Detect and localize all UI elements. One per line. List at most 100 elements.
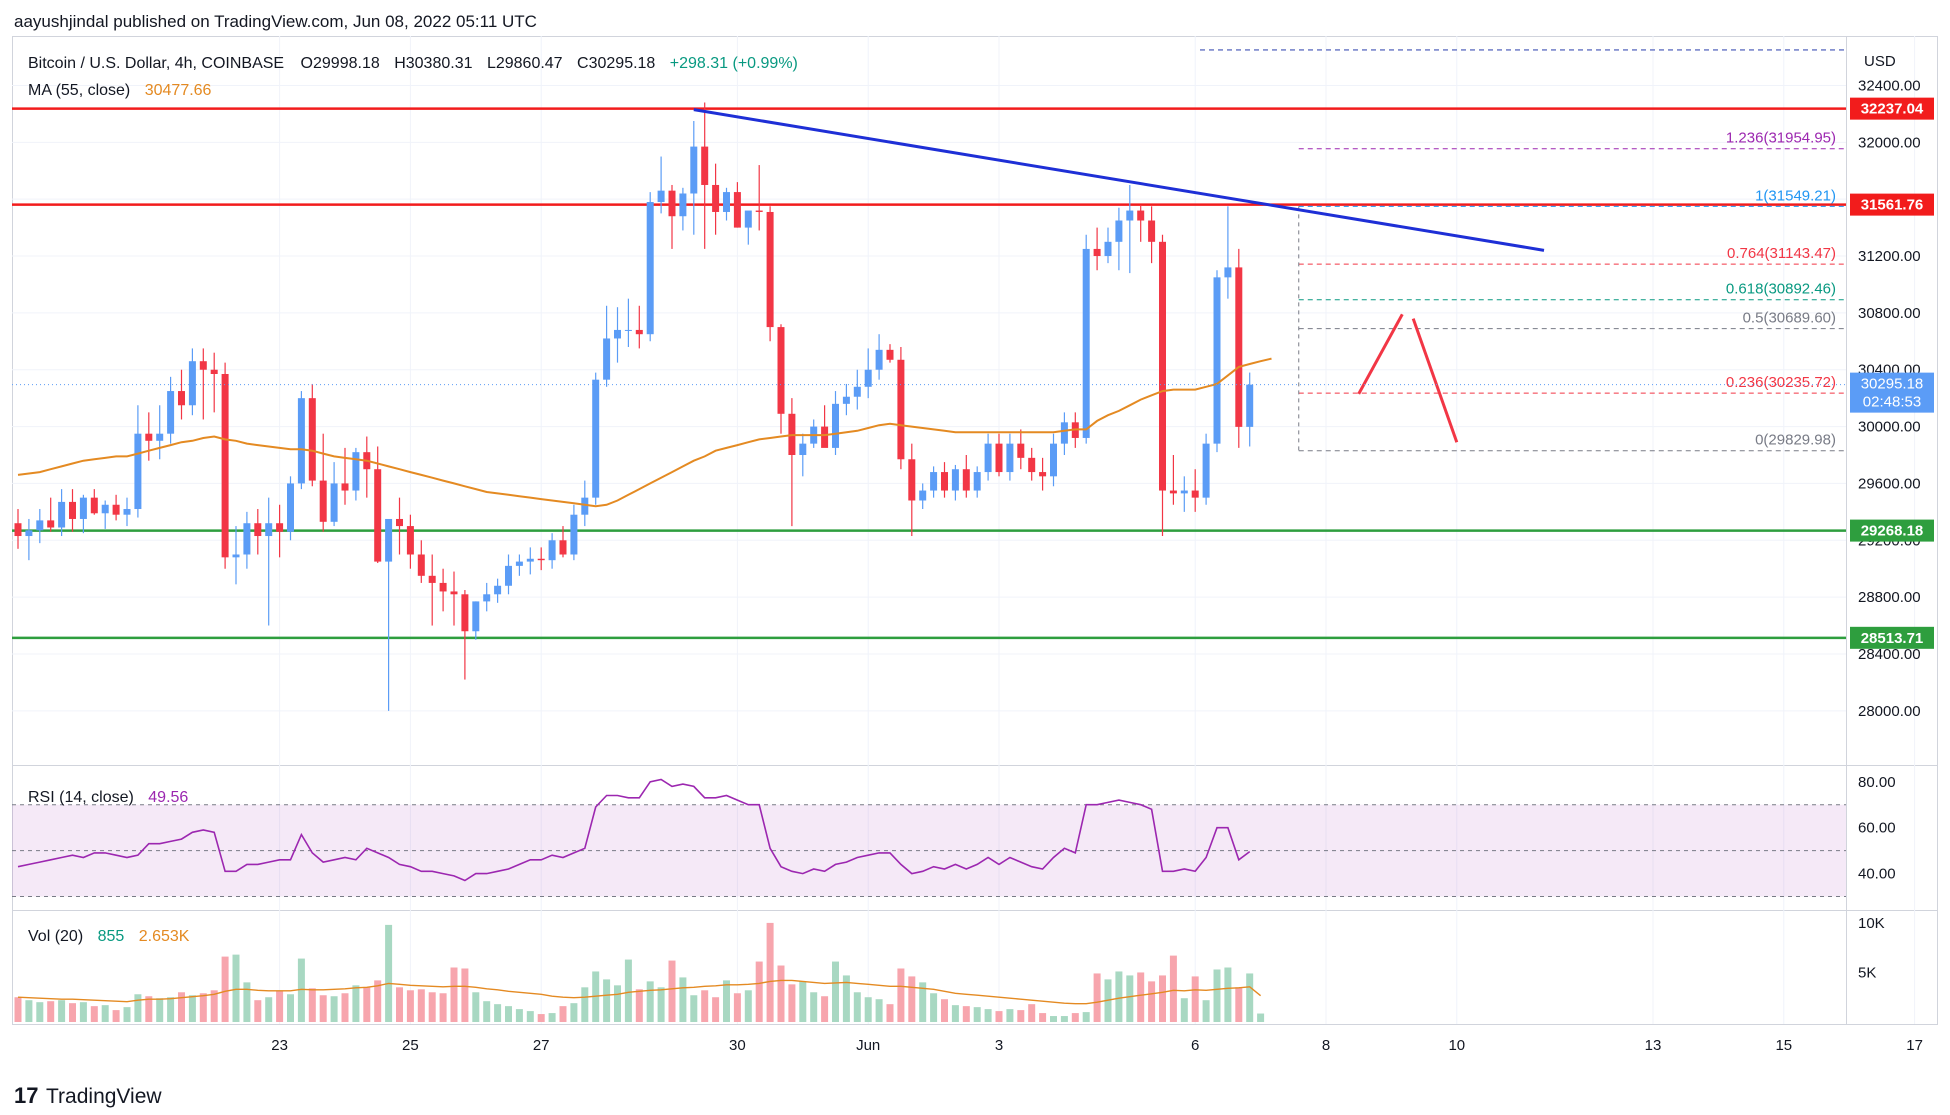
time-tick-label: 23 — [271, 1037, 288, 1054]
time-axis[interactable]: 23 25 27 30 Jun 3 6 8 10 13 15 17 — [271, 1037, 1923, 1054]
candle-body — [1082, 248, 1090, 438]
volume-bar — [210, 990, 218, 1022]
candle-body — [123, 509, 131, 515]
candle — [657, 156, 665, 214]
volume-bar — [1213, 969, 1221, 1022]
volume-bar — [178, 992, 185, 1022]
candle-body — [624, 329, 632, 331]
volume-bar — [396, 987, 403, 1022]
candle-body — [766, 211, 774, 328]
volume-bar — [1093, 973, 1101, 1022]
candle-body — [1060, 422, 1068, 444]
volume-bar — [853, 992, 861, 1022]
resistance-price-text: 32237.04 — [1861, 101, 1924, 118]
volume-bar — [799, 981, 807, 1022]
candle-body — [461, 594, 469, 632]
support-price-tag — [1850, 626, 1934, 649]
candle — [330, 462, 338, 527]
candle-body — [79, 497, 87, 519]
candle — [962, 455, 970, 498]
time-tick-label: 13 — [1645, 1037, 1662, 1054]
candle-body — [1159, 241, 1166, 491]
volume-bar — [930, 993, 938, 1022]
fib-level-label: 0.618(30892.46) — [1726, 281, 1836, 298]
candle — [112, 494, 120, 521]
volume-bar — [461, 968, 469, 1022]
volume-bar — [439, 993, 447, 1022]
candle-body — [679, 193, 687, 217]
candle — [428, 554, 436, 626]
candle-body — [864, 369, 872, 387]
candle — [134, 405, 142, 518]
candle-body — [941, 472, 948, 491]
time-tick-label: 8 — [1322, 1037, 1330, 1054]
candle — [276, 504, 284, 558]
candle — [1028, 447, 1036, 481]
volume-bar — [908, 976, 916, 1022]
candle-body — [690, 146, 698, 194]
candle-body — [297, 398, 305, 484]
candle-body — [723, 192, 730, 212]
time-tick-label: 25 — [402, 1037, 419, 1054]
currency-label: USD — [1864, 53, 1896, 70]
candle — [984, 433, 992, 481]
candle — [308, 383, 316, 487]
fib-level-label: 1.236(31954.95) — [1726, 130, 1836, 147]
volume-bar — [701, 990, 709, 1022]
candle-body — [1148, 220, 1156, 242]
volume-bar — [603, 979, 611, 1022]
volume-bar — [265, 997, 273, 1022]
price-tick-label: 28000.00 — [1858, 703, 1921, 720]
vol-label: Vol (20) — [28, 928, 83, 945]
candle-body — [221, 373, 229, 558]
vol-tick-label: 10K — [1858, 915, 1885, 932]
candle — [472, 601, 480, 640]
resistance-price-text: 31561.76 — [1861, 197, 1924, 214]
volume-bar — [1126, 975, 1134, 1022]
time-tick-label: 27 — [533, 1037, 550, 1054]
candle-body — [319, 480, 327, 522]
candle — [799, 433, 807, 477]
candle-body — [472, 601, 480, 632]
candle-body — [396, 518, 403, 527]
candle-body — [635, 329, 643, 335]
volume-bar — [1071, 1013, 1079, 1022]
volume-bar — [472, 992, 480, 1022]
symbol-label: Bitcoin / U.S. Dollar, 4h, COINBASE — [28, 55, 284, 72]
time-tick-label: Jun — [856, 1037, 880, 1054]
candle-body — [886, 349, 894, 360]
low-value: 29860.47 — [496, 55, 563, 72]
candle — [897, 346, 905, 470]
candle — [58, 489, 66, 537]
ma-polyline — [17, 357, 1272, 508]
ma-label: MA (55, close) — [28, 82, 130, 99]
candle — [919, 483, 927, 510]
candle — [908, 443, 916, 537]
candle-body — [1115, 220, 1123, 242]
candle — [592, 372, 600, 505]
candle — [930, 466, 938, 498]
volume-bar — [90, 1006, 98, 1022]
candle — [1017, 429, 1025, 470]
volume-bar — [123, 1007, 131, 1022]
close-label: C — [577, 55, 589, 72]
candle — [1039, 457, 1047, 491]
volume-bar — [766, 922, 774, 1022]
volume-bar — [232, 954, 240, 1022]
volume-bar — [995, 1011, 1003, 1022]
candle — [1213, 270, 1221, 453]
candle-body — [570, 514, 578, 555]
candle-body — [254, 523, 262, 537]
volume-bar — [1180, 998, 1188, 1022]
volume-bar — [646, 981, 654, 1022]
price-tick-label: 30000.00 — [1858, 419, 1921, 436]
candle — [941, 462, 948, 498]
candle-body — [1126, 210, 1134, 221]
candle-body — [1017, 443, 1025, 458]
candle — [1006, 433, 1014, 481]
volume-bar — [1060, 1016, 1068, 1022]
volume-bar — [330, 996, 338, 1022]
volume-bar — [112, 1010, 120, 1022]
candle — [232, 526, 240, 585]
volume-bar — [319, 995, 327, 1022]
